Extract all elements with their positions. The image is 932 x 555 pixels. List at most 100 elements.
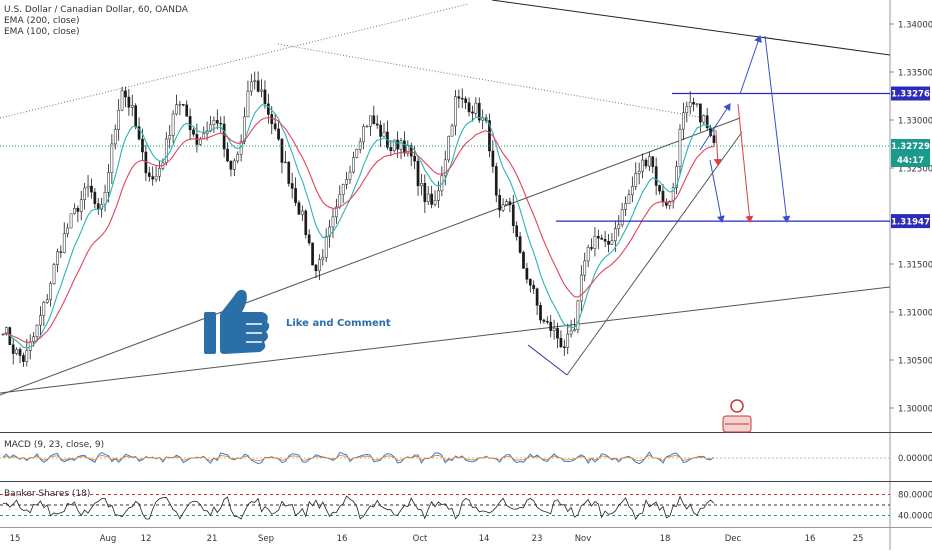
candle-body	[522, 252, 525, 269]
candle-body	[576, 300, 580, 331]
ema200-legend[interactable]: EMA (200, close)	[4, 16, 80, 26]
candle-body	[212, 120, 216, 125]
candle-body	[535, 288, 539, 306]
candle-body	[154, 175, 158, 180]
candle-body	[491, 150, 495, 167]
candle-body	[477, 102, 481, 121]
candle-body	[437, 190, 440, 201]
projection-arrow	[713, 129, 722, 166]
candle-body	[460, 98, 464, 100]
candle-body	[263, 89, 267, 105]
candle-body	[22, 355, 25, 362]
candle-body	[120, 90, 124, 111]
banker-legend[interactable]: Banker Shares (18)	[4, 489, 91, 499]
candle-body	[695, 103, 699, 105]
candle-body	[549, 321, 553, 331]
candle-body	[583, 260, 587, 276]
candle-body	[617, 224, 621, 229]
candle-body	[641, 159, 644, 172]
candle-body	[505, 201, 508, 206]
candle-body	[39, 315, 42, 326]
candle-body	[651, 156, 655, 167]
candle-body	[620, 209, 624, 226]
x-tick-label: Dec	[725, 534, 742, 544]
x-tick-label: Aug	[100, 534, 117, 544]
candle-body	[634, 173, 638, 187]
candle-body	[164, 138, 168, 164]
candle-body	[685, 106, 689, 114]
candle-body	[49, 283, 52, 301]
macd-line	[2, 451, 715, 465]
candle-body	[508, 201, 512, 206]
candle-body	[338, 194, 342, 208]
candle-body	[688, 102, 692, 108]
candle-body	[15, 349, 18, 354]
projection-arrow	[709, 159, 725, 223]
candle-body	[515, 225, 519, 237]
candle-body	[627, 194, 631, 204]
candle-body	[331, 216, 335, 228]
candle-body	[525, 268, 529, 280]
candle-body	[134, 105, 138, 127]
candle-body	[559, 337, 563, 348]
trendline	[0, 117, 741, 396]
y-tick-label: 1.31500	[898, 261, 932, 271]
candle-body	[287, 161, 291, 184]
candle-body	[90, 185, 93, 193]
candle-body	[215, 120, 219, 124]
candle-body	[171, 113, 175, 136]
candle-body	[352, 157, 355, 173]
candle-body	[158, 168, 161, 177]
y-tick-label: 1.34000	[898, 21, 932, 31]
trendline	[277, 43, 706, 119]
candle-body	[62, 233, 66, 253]
candle-body	[144, 151, 148, 174]
candle-body	[658, 185, 661, 192]
projection-arrow	[739, 35, 762, 95]
symbol-title[interactable]: U.S. Dollar / Canadian Dollar, 60, OANDA	[4, 5, 188, 15]
emblem-ring	[730, 399, 744, 413]
candle-body	[474, 102, 478, 114]
candle-body	[66, 227, 69, 235]
candle-body	[396, 139, 399, 150]
candle-body	[280, 138, 284, 163]
ema100-legend[interactable]: EMA (100, close)	[4, 27, 80, 37]
candle-body	[324, 236, 328, 258]
candle-body	[355, 148, 359, 158]
candle-body	[454, 96, 457, 127]
candle-body	[539, 305, 542, 321]
banker-line	[2, 495, 715, 521]
candle-body	[59, 251, 63, 253]
candle-body	[369, 115, 372, 127]
y-tick-label: 1.33500	[898, 69, 932, 79]
candle-body	[301, 210, 304, 215]
support-price-badge: 1.31947	[891, 217, 930, 227]
candle-body	[147, 172, 151, 177]
candle-body	[76, 207, 80, 212]
candle-body	[573, 329, 576, 332]
candle-body	[311, 242, 314, 266]
thumbs-up-icon	[204, 289, 270, 354]
like-and-comment-label: Like and Comment	[286, 318, 391, 329]
candle-body	[345, 179, 348, 185]
candle-body	[661, 190, 665, 203]
candle-body	[79, 199, 83, 212]
x-tick-label: Oct	[413, 534, 428, 544]
macd-legend[interactable]: MACD (9, 23, close, 9)	[4, 440, 105, 450]
candle-body	[249, 81, 253, 92]
candle-body	[668, 200, 672, 206]
candle-body	[624, 203, 627, 210]
candle-body	[399, 140, 403, 150]
x-tick-label: 21	[207, 534, 218, 544]
candle-body	[151, 176, 155, 180]
candle-body	[185, 104, 189, 117]
candle-body	[379, 124, 382, 137]
candle-body	[413, 155, 416, 162]
candle-body	[188, 116, 192, 131]
candle-body	[96, 203, 100, 210]
chart-legend: U.S. Dollar / Canadian Dollar, 60, OANDA…	[4, 5, 188, 38]
candle-body	[430, 193, 433, 205]
candle-body	[566, 333, 570, 348]
candle-body	[699, 103, 702, 123]
candle-body	[603, 239, 607, 242]
